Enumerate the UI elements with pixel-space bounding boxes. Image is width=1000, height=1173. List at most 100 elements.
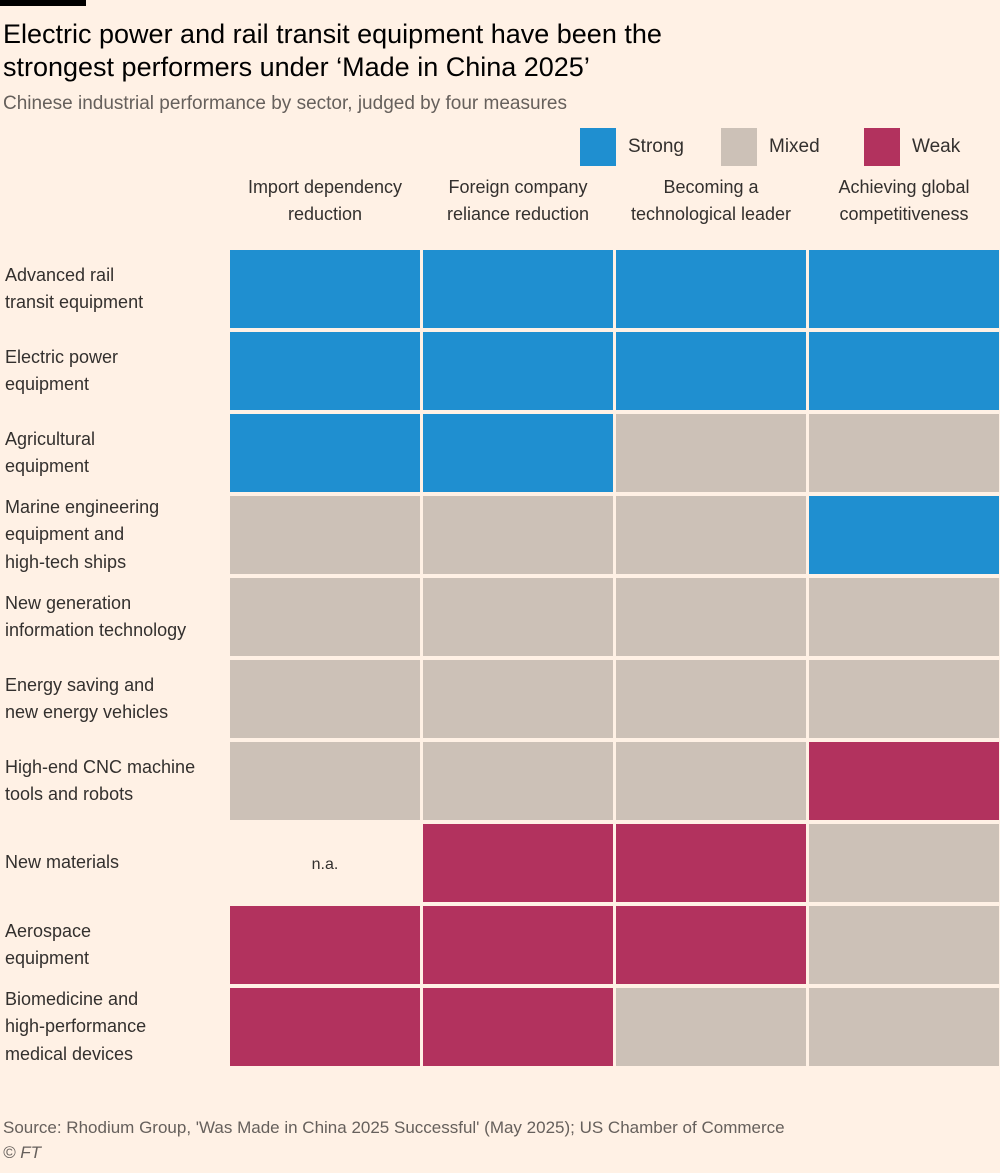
- row-label: Aerospace equipment: [5, 904, 220, 986]
- row-label-line: Aerospace: [5, 920, 92, 941]
- row-label-line: high-tech ships: [5, 551, 127, 572]
- row-label-line: Energy saving and: [5, 674, 155, 695]
- heatmap-cell-strong: [809, 250, 999, 328]
- heatmap-cell-strong: [423, 414, 613, 492]
- heatmap-cell-mixed: [616, 578, 806, 656]
- heatmap-cell-weak: [423, 988, 613, 1066]
- row-label-line: New generation: [5, 592, 132, 613]
- row-label-text: Biomedicine and high-performance medical d…: [5, 986, 146, 1069]
- heatmap-cell-weak: [423, 824, 613, 902]
- row-label: Advanced rail transit equipment: [5, 248, 220, 330]
- row-label-line: medical devices: [5, 1043, 134, 1064]
- heatmap-cell-mixed: [230, 496, 420, 574]
- row-label-text: New generation information technology: [5, 590, 186, 645]
- row-label-text: Marine engineering equipment and high-tech…: [5, 494, 159, 577]
- heatmap-cell-strong: [423, 332, 613, 410]
- legend-label-mixed: Mixed: [769, 136, 820, 157]
- heatmap-cell-mixed: [809, 824, 999, 902]
- legend-swatch-strong: [580, 128, 616, 166]
- row-label-line: Agricultural: [5, 428, 96, 449]
- heatmap-cell-mixed: [230, 578, 420, 656]
- heatmap-cell-strong: [809, 332, 999, 410]
- row-label-line: equipment and: [5, 524, 125, 545]
- heatmap-cell-mixed: [616, 660, 806, 738]
- heatmap-cell-strong: [230, 332, 420, 410]
- legend-label-weak: Weak: [912, 136, 961, 157]
- row-label-line: High-end CNC machine: [5, 756, 196, 777]
- legend-swatch-mixed: [721, 128, 757, 166]
- heatmap-cell-mixed: [230, 742, 420, 820]
- row-label-text: Agricultural equipment: [5, 426, 95, 481]
- row-label-line: equipment: [5, 948, 90, 968]
- column-header-1: Import dependency reduction: [229, 174, 421, 228]
- row-label-text: Aerospace equipment: [5, 918, 91, 973]
- row-label-text: High-end CNC machine tools and robots: [5, 754, 195, 809]
- legend-label-strong: Strong: [628, 136, 684, 157]
- row-label-line: Advanced rail: [5, 264, 115, 285]
- column-header-4: Achieving global competitiveness: [808, 174, 1000, 228]
- heatmap-cell-strong: [423, 250, 613, 328]
- chart-title: Electric power and rail transit equipmen…: [3, 19, 662, 82]
- row-label: Biomedicine and high-performance medical d…: [5, 986, 220, 1068]
- heatmap-cell-weak: [616, 824, 806, 902]
- row-label-text: Electric power equipment: [5, 344, 118, 399]
- row-label-line: equipment: [5, 374, 90, 394]
- heatmap-cell-strong: [809, 496, 999, 574]
- heatmap-cell-mixed: [616, 414, 806, 492]
- chart-subtitle: Chinese industrial performance by sector…: [3, 93, 567, 114]
- row-label-line: Marine engineering: [5, 496, 160, 517]
- column-header-line: competitiveness: [839, 204, 969, 224]
- row-label: High-end CNC machine tools and robots: [5, 740, 220, 822]
- row-label-line: Electric power: [5, 346, 119, 367]
- heatmap-cell-strong: [230, 414, 420, 492]
- row-label-text: New materials: [5, 849, 119, 877]
- row-label: Marine engineering equipment and high-tech…: [5, 494, 220, 576]
- heatmap-cell-mixed: [423, 496, 613, 574]
- row-label-line: tools and robots: [5, 784, 134, 804]
- na-label: n.a.: [312, 856, 339, 873]
- column-header-line: Achieving global: [838, 177, 970, 197]
- ft-credit: © FT: [3, 1143, 42, 1162]
- heatmap-cell-weak: [809, 742, 999, 820]
- column-header-3: Becoming a technological leader: [615, 174, 807, 228]
- row-label-line: transit equipment: [5, 292, 144, 312]
- column-header-line: reduction: [287, 204, 363, 224]
- column-header-line: Import dependency: [247, 177, 403, 197]
- heatmap-cell-mixed: [809, 988, 999, 1066]
- heatmap-cell-strong: [616, 250, 806, 328]
- legend: Strong Mixed Weak: [0, 128, 1000, 166]
- heatmap-cell-mixed: [423, 742, 613, 820]
- row-label-line: Biomedicine and: [5, 988, 139, 1009]
- column-header-line: Becoming a: [663, 177, 759, 197]
- heatmap-cell-strong: [230, 250, 420, 328]
- heatmap-cell-mixed: [423, 660, 613, 738]
- heatmap-cell-mixed: [809, 578, 999, 656]
- row-label: New generation information technology: [5, 576, 220, 658]
- column-header-line: Foreign company: [448, 177, 588, 197]
- source-note: Source: Rhodium Group, 'Was Made in Chin…: [3, 1118, 785, 1137]
- heatmap-cell-weak: [230, 988, 420, 1066]
- row-label: Energy saving and new energy vehicles: [5, 658, 220, 740]
- heatmap-cell-mixed: [616, 742, 806, 820]
- heatmap-cell-mixed: [809, 906, 999, 984]
- heatmap-cell-na: [230, 824, 420, 902]
- heatmap-cell-mixed: [423, 578, 613, 656]
- row-label: Agricultural equipment: [5, 412, 220, 494]
- heatmap-cell-weak: [423, 906, 613, 984]
- heatmap-cell-mixed: [809, 660, 999, 738]
- row-label: Electric power equipment: [5, 330, 220, 412]
- heatmap-cell-weak: [616, 906, 806, 984]
- heatmap-cell-mixed: [809, 414, 999, 492]
- column-header-2: Foreign company reliance reduction: [422, 174, 614, 228]
- legend-swatch-weak: [864, 128, 900, 166]
- heatmap-cell-mixed: [616, 496, 806, 574]
- row-label-text: Advanced rail transit equipment: [5, 262, 143, 317]
- ft-top-bar: [0, 0, 86, 6]
- column-header-line: technological leader: [630, 204, 792, 224]
- row-label-line: information technology: [5, 620, 187, 640]
- row-label-line: high-performance: [5, 1016, 147, 1037]
- heatmap-cell-mixed: [616, 988, 806, 1066]
- heatmap-cell-weak: [230, 906, 420, 984]
- heatmap-cell-strong: [616, 332, 806, 410]
